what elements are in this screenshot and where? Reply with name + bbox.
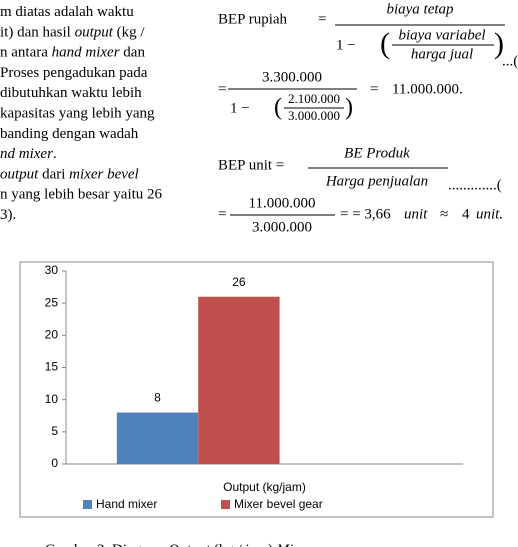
text-line: n antara hand mixer dan	[0, 45, 145, 61]
bar	[198, 296, 280, 464]
legend-label: Mixer bevel gear	[234, 497, 323, 511]
text-run: Output	[168, 542, 211, 547]
formula-result: 11.000.000.	[392, 81, 463, 97]
formula-approx: ≈	[440, 206, 448, 222]
formula-inner-denominator: harga jual	[411, 46, 473, 62]
equation-reference: .............(	[448, 177, 502, 193]
text-run: nd mixer	[0, 147, 53, 163]
text-run: Gambar 3. Diagram	[45, 542, 168, 547]
formula-denominator: 1 −	[230, 100, 250, 116]
text-run: it) dan hasil	[0, 25, 75, 41]
text-run: 3).	[0, 207, 16, 223]
formula-numerator: biaya tetap	[386, 1, 454, 17]
legend-label: Hand mixer	[96, 497, 157, 511]
formula-unit: unit	[404, 206, 428, 222]
text-run: n yang lebih besar yaitu 26	[0, 187, 163, 203]
text-run: mixer bevel	[69, 167, 139, 183]
paren: (	[380, 27, 390, 60]
text-run: output	[0, 167, 39, 183]
text-run: Proses pengadukan pada	[0, 65, 148, 81]
text-run: output	[75, 25, 114, 41]
text-line: banding dengan wadah	[0, 126, 139, 142]
text-line: it) dan hasil output (kg /	[0, 25, 145, 41]
formula-equals: =	[318, 11, 326, 27]
formula-inner-denominator: 3.000.000	[288, 108, 340, 123]
y-tick-label: 5	[51, 424, 58, 438]
formula-inner-numerator: 2.100.000	[288, 91, 340, 106]
formula-numerator: 11.000.000	[249, 195, 316, 211]
paren: )	[345, 95, 353, 121]
y-tick-label: 20	[45, 328, 59, 342]
formula-rounded: 4	[462, 206, 470, 222]
text-run: Mi	[276, 542, 294, 547]
x-axis-title: Output (kg/jam)	[223, 480, 306, 494]
text-run: banding dengan wadah	[0, 126, 139, 142]
text-line: m diatas adalah waktu	[0, 4, 134, 20]
y-tick-label: 25	[45, 295, 59, 309]
chart: 0 5 10 15 20 25 30 8 26 Output (kg/jam) Hand mixer…	[45, 263, 463, 511]
text-run: dari	[38, 167, 69, 183]
formula-bep-rupiah: BEP rupiah = biaya tetap 1 − ( biaya var…	[218, 1, 518, 69]
formula-numerator: BE Produk	[344, 145, 410, 161]
data-label: 26	[232, 275, 246, 289]
text-line: n yang lebih besar yaitu 26	[0, 187, 163, 203]
legend-swatch	[83, 500, 92, 509]
formula-bep-unit: BEP unit = BE Produk Harga penjualan ...…	[218, 145, 502, 193]
text-line: kapasitas yang lebih yang	[0, 106, 155, 122]
text-line: nd mixer.	[0, 147, 57, 163]
text-run: (kg / jam)	[210, 542, 277, 547]
text-run: dan	[120, 45, 146, 61]
formula-unit: unit.	[476, 206, 503, 222]
bar	[116, 412, 199, 464]
figure-caption: Gambar 3. Diagram Output (kg / jam) Mi	[45, 542, 293, 547]
text-run: hand mixer	[52, 45, 120, 61]
y-tick-label: 10	[45, 392, 59, 406]
text-line: dibutuhkan waktu lebih	[0, 86, 142, 102]
y-tick-label: 15	[45, 360, 59, 374]
text-run: dibutuhkan waktu lebih	[0, 86, 142, 102]
text-line: 3).	[0, 207, 16, 223]
legend-swatch	[221, 500, 230, 509]
formula-equals: =	[218, 81, 226, 97]
data-label: 8	[154, 391, 161, 405]
text-line: Proses pengadukan pada	[0, 65, 148, 81]
formula-denominator: 1 −	[336, 37, 356, 53]
y-tick-label: 0	[51, 456, 58, 470]
formula-denominator: 3.000.000	[252, 219, 312, 235]
text-run: kapasitas yang lebih yang	[0, 106, 155, 122]
y-tick-label: 30	[45, 263, 59, 277]
text-run: n antara	[0, 45, 52, 61]
formula-numerator: 3.300.000	[262, 69, 322, 85]
equation-reference: ...(	[502, 53, 518, 69]
text-run: m diatas adalah waktu	[0, 4, 134, 20]
formula-label: BEP rupiah	[218, 11, 288, 27]
formula-denominator: Harga penjualan	[325, 173, 428, 189]
formula-equals: =	[218, 206, 226, 222]
paren: )	[494, 27, 504, 60]
text-run: .	[53, 147, 57, 163]
left-column: m diatas adalah waktu it) dan hasil outpu…	[0, 4, 163, 223]
text-line: output dari mixer bevel	[0, 167, 139, 183]
formula-inner-numerator: biaya variabel	[398, 27, 485, 43]
formula-bep-unit-value: = 11.000.000 3.000.000 = = 3,66 unit ≈ 4…	[218, 195, 503, 235]
formula-label: BEP unit =	[218, 157, 284, 173]
text-run: (kg /	[113, 25, 145, 41]
formula-result: = = 3,66	[340, 206, 391, 222]
formula-equals: =	[370, 81, 378, 97]
paren: (	[274, 95, 282, 121]
formula-bep-rupiah-value: = 3.300.000 1 − ( 2.100.000 3.000.000 ) …	[218, 69, 463, 123]
